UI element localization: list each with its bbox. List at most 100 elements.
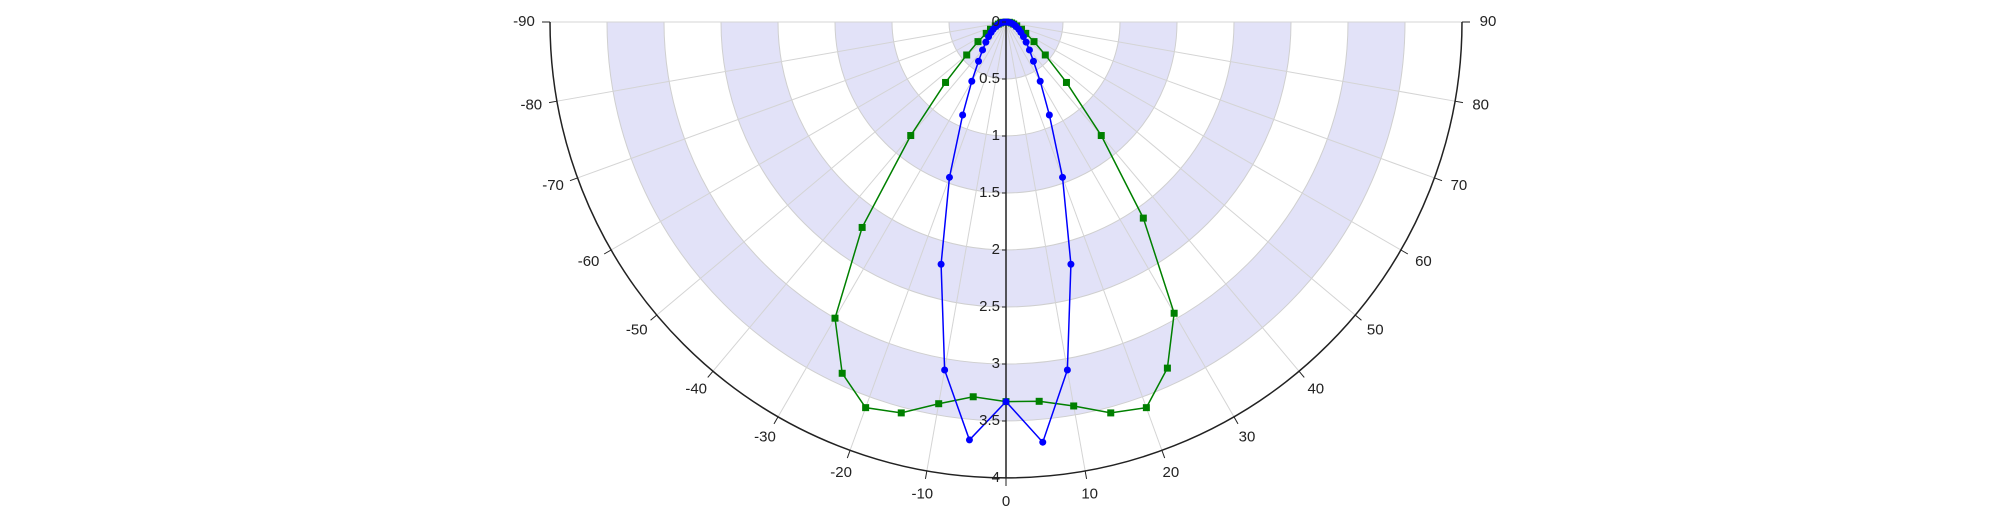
marker bbox=[1029, 57, 1037, 65]
marker bbox=[1025, 46, 1033, 54]
theta-tick bbox=[1298, 370, 1305, 378]
marker bbox=[897, 409, 905, 417]
r-tick-label: 1 bbox=[992, 127, 1000, 144]
theta-tick-label: 60 bbox=[1415, 253, 1432, 270]
theta-tick bbox=[650, 314, 658, 321]
marker bbox=[959, 111, 967, 119]
theta-tick bbox=[1084, 470, 1088, 480]
r-tick-label: 2.5 bbox=[979, 298, 1000, 315]
marker bbox=[979, 46, 987, 54]
theta-tick-label: -10 bbox=[911, 486, 933, 503]
marker bbox=[1045, 111, 1053, 119]
marker bbox=[937, 260, 945, 268]
theta-tick-label: -60 bbox=[578, 253, 600, 270]
marker bbox=[985, 33, 993, 41]
marker bbox=[1022, 29, 1030, 37]
theta-tick bbox=[569, 177, 578, 182]
theta-tick-label: -20 bbox=[830, 464, 852, 481]
grid-line bbox=[777, 21, 1007, 418]
marker bbox=[941, 366, 949, 374]
marker bbox=[1039, 438, 1047, 446]
r-tick-label: 3 bbox=[992, 355, 1000, 372]
theta-tick-label: 10 bbox=[1081, 486, 1098, 503]
marker bbox=[1036, 77, 1044, 85]
band bbox=[607, 22, 1405, 421]
marker bbox=[942, 78, 950, 86]
marker bbox=[1142, 404, 1150, 412]
marker bbox=[968, 77, 976, 85]
theta-tick bbox=[603, 249, 612, 255]
r-tick-label: 0 bbox=[992, 13, 1000, 30]
r-tick-label: 1.5 bbox=[979, 184, 1000, 201]
theta-tick-label: 20 bbox=[1163, 464, 1180, 481]
marker bbox=[831, 314, 839, 322]
theta-tick-label: 70 bbox=[1451, 177, 1468, 194]
marker bbox=[1035, 397, 1043, 405]
grid-line bbox=[610, 21, 1007, 251]
marker bbox=[1067, 260, 1075, 268]
marker bbox=[1030, 38, 1038, 46]
r-tick-label: 0.5 bbox=[979, 70, 1000, 87]
theta-tick bbox=[1161, 450, 1166, 459]
theta-tick bbox=[1233, 416, 1239, 425]
grid-line bbox=[1005, 21, 1300, 372]
grid-line bbox=[926, 21, 1007, 472]
marker bbox=[935, 400, 943, 408]
theta-tick bbox=[924, 470, 928, 480]
marker bbox=[975, 57, 983, 65]
grid-line bbox=[712, 21, 1007, 372]
marker bbox=[1041, 51, 1049, 59]
marker bbox=[974, 38, 982, 46]
marker bbox=[1163, 364, 1171, 372]
marker bbox=[1107, 409, 1115, 417]
marker bbox=[838, 369, 846, 377]
marker bbox=[1139, 214, 1147, 222]
grid-line bbox=[1005, 21, 1402, 251]
grid-line bbox=[1005, 21, 1456, 102]
band bbox=[835, 22, 1177, 193]
marker bbox=[1062, 78, 1070, 86]
grid-line bbox=[656, 21, 1007, 316]
r-tick-label: 4 bbox=[992, 469, 1000, 486]
theta-tick bbox=[1434, 177, 1443, 182]
theta-tick-label: 0 bbox=[1002, 493, 1010, 510]
grid-line bbox=[1005, 21, 1435, 179]
marker bbox=[963, 51, 971, 59]
grid-line bbox=[1005, 21, 1356, 316]
theta-tick-label: 80 bbox=[1472, 96, 1489, 113]
grid-line bbox=[1005, 21, 1163, 451]
marker bbox=[1022, 38, 1030, 46]
theta-tick-label: 90 bbox=[1480, 13, 1497, 30]
grid-line bbox=[849, 21, 1007, 451]
marker bbox=[1002, 398, 1010, 406]
marker bbox=[1063, 366, 1071, 374]
theta-tick-label: -50 bbox=[626, 322, 648, 339]
grid-line bbox=[1005, 21, 1086, 472]
marker bbox=[945, 173, 953, 181]
theta-tick bbox=[548, 100, 558, 104]
marker bbox=[907, 132, 915, 140]
theta-tick-label: -70 bbox=[542, 177, 564, 194]
r-tick-label: 2 bbox=[992, 241, 1000, 258]
marker bbox=[862, 404, 870, 412]
theta-tick bbox=[846, 450, 851, 459]
grid-line bbox=[556, 21, 1007, 102]
theta-tick bbox=[773, 416, 779, 425]
theta-tick-label: 50 bbox=[1367, 322, 1384, 339]
marker bbox=[1059, 173, 1067, 181]
marker bbox=[858, 223, 866, 231]
grid-line bbox=[1005, 21, 1235, 418]
marker bbox=[1170, 309, 1178, 317]
marker bbox=[965, 436, 973, 444]
theta-tick bbox=[1400, 249, 1409, 255]
theta-tick-label: -90 bbox=[513, 13, 535, 30]
theta-tick-label: -30 bbox=[754, 429, 776, 446]
grid-line bbox=[577, 21, 1007, 179]
theta-tick-label: -40 bbox=[685, 381, 707, 398]
theta-tick bbox=[1454, 100, 1464, 104]
theta-tick-label: 40 bbox=[1307, 381, 1324, 398]
theta-tick bbox=[707, 370, 714, 378]
marker bbox=[1097, 132, 1105, 140]
